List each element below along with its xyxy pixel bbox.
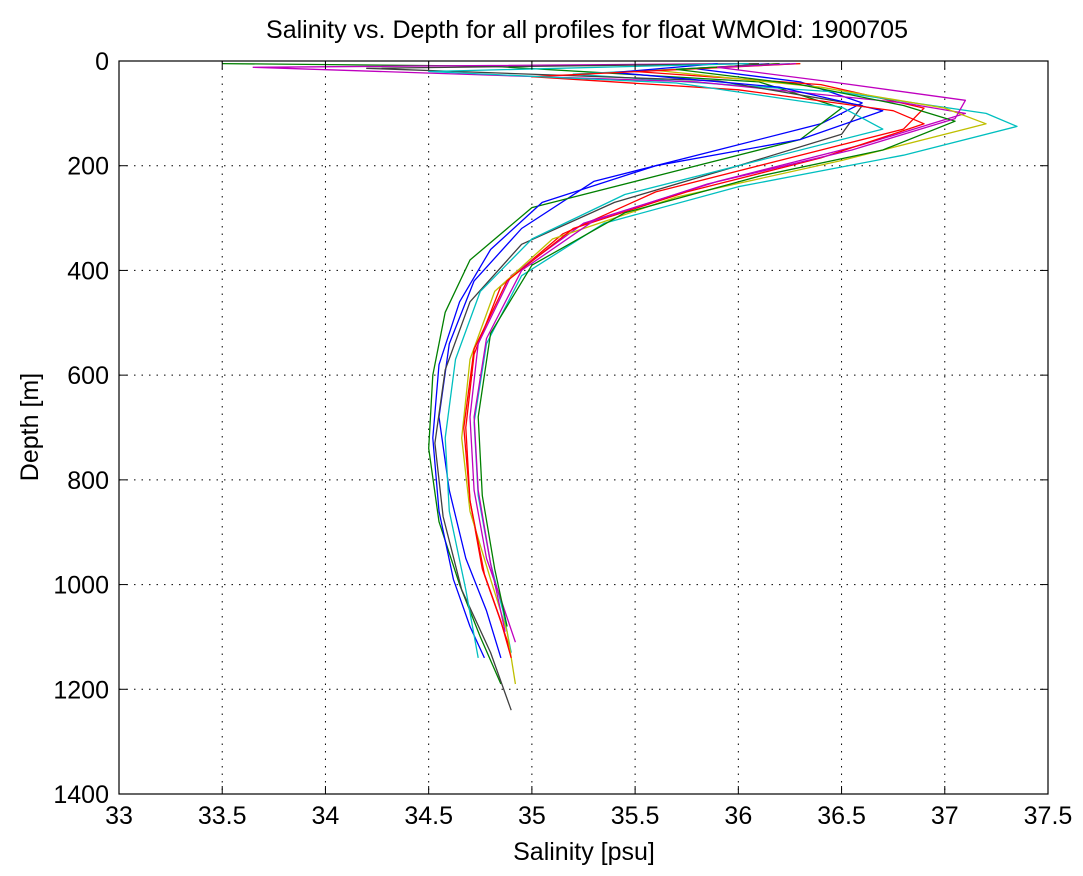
y-axis-label: Depth [m] bbox=[16, 373, 44, 481]
x-tick-label: 34.5 bbox=[404, 802, 453, 830]
y-tick-label: 1200 bbox=[53, 676, 109, 704]
y-tick-label: 1000 bbox=[53, 572, 109, 600]
salinity-profile-line bbox=[432, 62, 884, 659]
y-tick-label: 0 bbox=[95, 48, 109, 76]
y-tick-label: 1400 bbox=[53, 781, 109, 809]
salinity-profile-line bbox=[473, 62, 967, 632]
y-tick-label: 600 bbox=[67, 362, 109, 390]
x-axis-label: Salinity [psu] bbox=[513, 838, 655, 866]
salinity-profile-line bbox=[461, 62, 987, 685]
x-tick-label: 33.5 bbox=[198, 802, 247, 830]
series-lines bbox=[222, 62, 1018, 711]
plot-frame bbox=[118, 60, 1049, 795]
x-tick-label: 34 bbox=[312, 802, 340, 830]
x-tick-label: 33 bbox=[105, 802, 133, 830]
x-tick-label: 37.5 bbox=[1024, 802, 1073, 830]
x-tick-label: 36 bbox=[724, 802, 752, 830]
y-tick-label: 200 bbox=[67, 153, 109, 181]
x-tick-label: 35.5 bbox=[611, 802, 660, 830]
salinity-profile-line bbox=[428, 62, 884, 659]
salinity-profile-line bbox=[463, 62, 925, 659]
axis-ticks: 33 33.5 34 34.5 35 35.5 36 36.5 37 37.5 0 200 400 600… bbox=[53, 48, 1072, 830]
salinity-profile-line bbox=[477, 62, 956, 627]
y-tick-label: 400 bbox=[67, 257, 109, 285]
x-tick-label: 36.5 bbox=[817, 802, 866, 830]
salinity-profile-line bbox=[366, 62, 863, 711]
y-tick-label: 800 bbox=[67, 467, 109, 495]
x-tick-label: 35 bbox=[518, 802, 546, 830]
x-tick-label: 37 bbox=[931, 802, 959, 830]
chart-title: Salinity vs. Depth for all profiles for … bbox=[266, 16, 908, 44]
